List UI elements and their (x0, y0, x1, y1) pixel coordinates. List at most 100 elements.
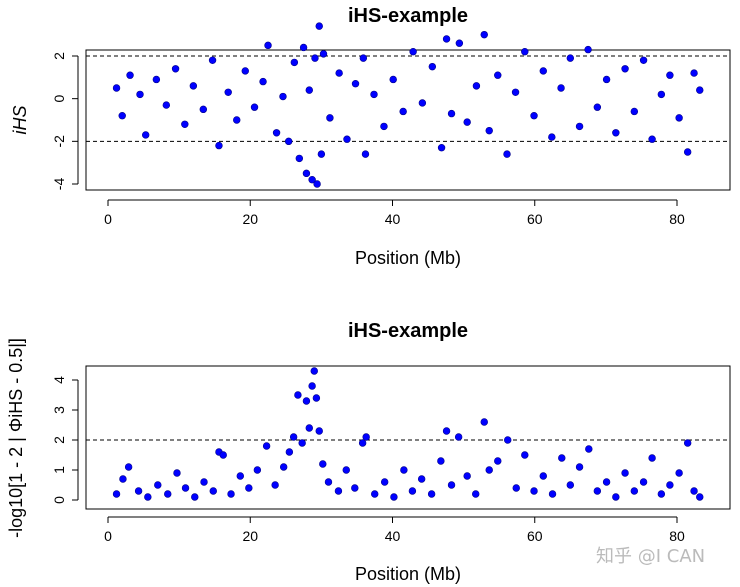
data-point (503, 150, 511, 158)
data-point (566, 481, 575, 489)
y-tick-label: 2 (51, 436, 67, 444)
data-point (480, 418, 488, 426)
data-point (302, 169, 311, 178)
data-point (144, 493, 152, 501)
data-point (621, 65, 629, 73)
x-tick-label: 60 (527, 528, 543, 544)
data-point (455, 39, 464, 47)
data-point (285, 448, 294, 456)
data-point (305, 424, 313, 432)
y-tick-label: 2 (51, 52, 67, 60)
data-point (639, 478, 648, 486)
data-point (253, 466, 262, 474)
x-tick-label: 40 (385, 211, 401, 227)
data-point (548, 490, 557, 498)
data-point (584, 45, 592, 54)
data-point (233, 116, 241, 124)
data-point (666, 71, 674, 79)
data-point (299, 43, 308, 52)
threshold-lines (86, 55, 730, 142)
data-point (134, 487, 143, 495)
chart-title: iHS-example (348, 5, 468, 27)
data-point (284, 137, 293, 146)
data-point (227, 490, 235, 498)
data-point (566, 54, 575, 62)
x-axis-label: Position (Mb) (355, 248, 461, 268)
data-point (485, 126, 493, 135)
data-point (126, 71, 134, 79)
data-point (575, 122, 584, 131)
data-point (358, 439, 367, 447)
data-point (315, 22, 323, 30)
data-point (480, 30, 488, 39)
data-point (675, 114, 683, 122)
data-point (621, 469, 629, 477)
data-point (264, 41, 272, 50)
data-point (343, 135, 351, 143)
data-point (639, 56, 648, 64)
data-point (442, 35, 451, 43)
data-point (371, 490, 379, 498)
data-point (575, 463, 584, 471)
data-point (409, 48, 417, 56)
data-point (418, 99, 427, 107)
data-point (442, 427, 451, 435)
data-point (241, 67, 249, 75)
data-point (295, 154, 304, 163)
y-tick-label: -2 (51, 135, 67, 148)
data-point (224, 88, 232, 96)
data-point (472, 82, 481, 90)
data-point (305, 86, 313, 94)
data-point (302, 397, 311, 405)
data-point (683, 148, 692, 156)
data-point (390, 493, 398, 501)
data-point (463, 118, 471, 126)
data-point (315, 427, 323, 435)
data-point (512, 484, 520, 492)
data-point (361, 150, 370, 158)
x-axis-label: Position (Mb) (355, 564, 461, 584)
data-point (648, 454, 656, 462)
data-point (690, 69, 698, 77)
y-axis-label: -log10[1 - 2 | ΦiHS - 0.5|] (6, 338, 26, 538)
x-tick-label: 0 (104, 211, 112, 227)
data-point (119, 475, 127, 483)
data-points (112, 22, 704, 188)
data-point (290, 58, 299, 67)
data-point (317, 150, 326, 158)
data-point (511, 88, 520, 96)
data-point (324, 478, 333, 486)
data-point (630, 487, 639, 495)
y-tick-label: 0 (51, 496, 67, 504)
y-tick-label: 4 (51, 376, 67, 384)
data-point (294, 391, 302, 399)
data-points (112, 367, 704, 501)
data-point (245, 484, 253, 492)
x-tick-label: 60 (527, 211, 543, 227)
data-point (494, 71, 502, 79)
data-point (191, 493, 199, 501)
x-tick-label: 40 (385, 528, 401, 544)
y-tick-label: 0 (51, 95, 67, 103)
data-point (504, 436, 512, 444)
data-point (657, 90, 666, 99)
data-point (585, 445, 593, 453)
x-tick-label: 80 (669, 528, 685, 544)
data-point (657, 490, 666, 498)
data-point (630, 107, 639, 116)
data-point (539, 472, 547, 480)
axis-ticks: 0 20 40 60 80 -4 -2 0 2 (51, 52, 685, 227)
data-point (162, 101, 171, 109)
data-point (219, 451, 227, 459)
data-point (675, 469, 683, 477)
watermark: 知乎 @I CAN (596, 546, 705, 567)
data-point (530, 112, 538, 120)
data-point (154, 481, 162, 489)
x-tick-label: 0 (104, 528, 112, 544)
data-point (447, 109, 456, 118)
data-point (272, 129, 281, 137)
data-point (380, 122, 388, 131)
data-point (463, 472, 471, 480)
x-tick-label: 80 (669, 211, 685, 227)
data-point (112, 490, 121, 498)
